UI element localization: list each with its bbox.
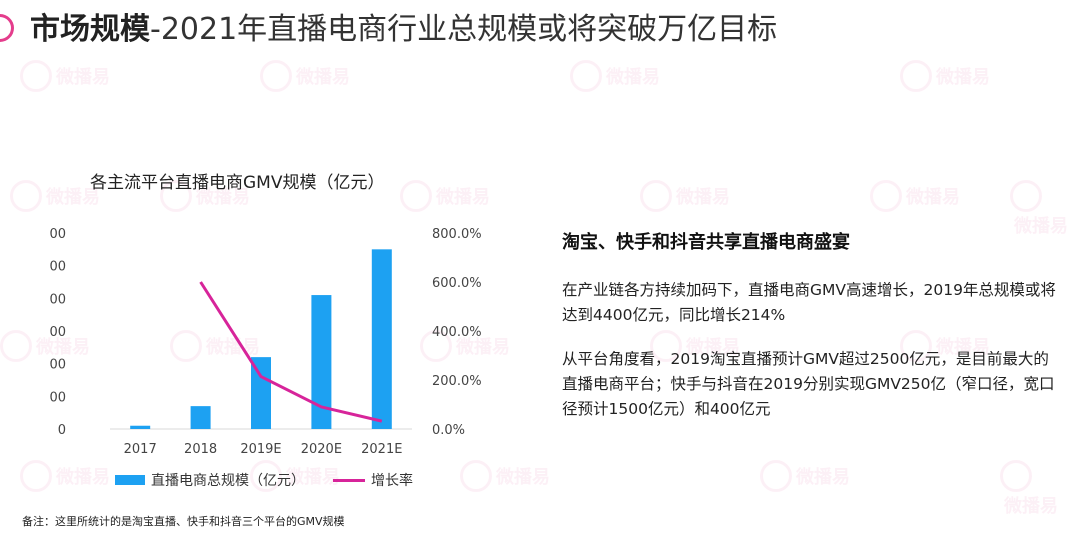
combo-chart: 0 2000 4000 6000 8000 10000 12000 0.0% 200.0% 400… <box>50 227 482 455</box>
watermark-text: 微播易 <box>1014 216 1068 237</box>
x-tick-label: 2018 <box>184 442 217 455</box>
y-right-tick-label: 600.0% <box>432 276 482 291</box>
watermark-text: 微播易 <box>1004 496 1058 517</box>
watermark-logo: 微播易 <box>400 180 490 212</box>
watermark-logo: 微播易 <box>640 180 730 212</box>
y-left-tick-label: 8000 <box>50 292 66 307</box>
watermark-heart-icon <box>870 180 902 212</box>
watermark-text: 微播易 <box>606 67 660 88</box>
y-right-tick-label: 0.0% <box>432 423 465 438</box>
watermark-logo: 微播易 <box>570 60 660 92</box>
chart-legend: 直播电商总规模（亿元） 增长率 <box>115 470 413 490</box>
watermark-heart-icon <box>0 330 32 362</box>
watermark-logo: 微播易 <box>260 60 350 92</box>
growth-rate-line <box>199 281 383 423</box>
title-bold: 市场规模 <box>30 12 150 47</box>
y-left-tick-label: 10000 <box>50 260 66 275</box>
watermark-heart-icon <box>900 60 932 92</box>
title-rest: -2021年直播电商行业总规模或将突破万亿目标 <box>150 12 778 47</box>
accent-arc <box>0 8 20 48</box>
watermark-text: 微播易 <box>436 187 490 208</box>
watermark-logo: 微播易 <box>870 180 960 212</box>
watermark-text: 微播易 <box>496 467 550 488</box>
chart-title: 各主流平台直播电商GMV规模（亿元） <box>90 173 385 193</box>
watermark-logo: 微播易 <box>1000 460 1080 518</box>
watermark-logo: 微播易 <box>760 460 850 492</box>
bar-2021E <box>371 249 392 429</box>
watermark-heart-icon <box>400 180 432 212</box>
panel-paragraph-1: 在产业链各方持续加码下，直播电商GMV高速增长，2019年总规模或将达到4400… <box>562 281 1056 324</box>
watermark-heart-icon <box>760 460 792 492</box>
panel-paragraph-2: 从平台角度看，2019淘宝直播预计GMV超过2500亿元，是目前最大的直播电商平… <box>562 350 1055 418</box>
y-left-tick-label: 2000 <box>50 390 66 405</box>
watermark-heart-icon <box>570 60 602 92</box>
watermark-heart-icon <box>1000 460 1032 492</box>
watermark-heart-icon <box>260 60 292 92</box>
watermark-heart-icon <box>460 460 492 492</box>
watermark-text: 微播易 <box>676 187 730 208</box>
legend-line-swatch <box>333 478 365 482</box>
footnote: 备注：这里所统计的是淘宝直播、快手和抖音三个平台的GMV规模 <box>22 515 345 528</box>
watermark-text: 微播易 <box>296 67 350 88</box>
x-tick-label: 2021E <box>361 442 402 455</box>
bar-2018 <box>190 406 211 429</box>
watermark-text: 微播易 <box>906 187 960 208</box>
y-left-tick-label: 12000 <box>50 227 66 242</box>
y-right-tick-label: 400.0% <box>432 325 482 340</box>
watermark-logo: 微播易 <box>1010 180 1080 238</box>
y-right-tick-label: 800.0% <box>432 227 482 242</box>
watermark-text: 微播易 <box>796 467 850 488</box>
y-left-tick-label: 4000 <box>50 358 66 373</box>
watermark-heart-icon <box>10 180 42 212</box>
x-tick-label: 2020E <box>301 442 342 455</box>
watermark-text: 微播易 <box>936 67 990 88</box>
watermark-text: 微播易 <box>56 467 110 488</box>
x-tick-label: 2017 <box>124 442 157 455</box>
watermark-logo: 微播易 <box>20 460 110 492</box>
legend-bar-swatch <box>115 475 145 485</box>
y-left-tick-label: 6000 <box>50 325 66 340</box>
y-left-tick-label: 0 <box>58 423 66 438</box>
bar-2019E <box>251 357 271 429</box>
watermark-heart-icon <box>1010 180 1042 212</box>
watermark-logo: 微播易 <box>900 60 990 92</box>
panel-heading: 淘宝、快手和抖音共享直播电商盛宴 <box>562 232 850 253</box>
watermark-heart-icon <box>20 60 52 92</box>
legend-line-label: 增长率 <box>371 473 413 489</box>
legend-bar-label: 直播电商总规模（亿元） <box>151 473 305 489</box>
bar-2017 <box>130 425 151 429</box>
page-title: 市场规模-2021年直播电商行业总规模或将突破万亿目标 <box>30 10 777 50</box>
watermark-heart-icon <box>640 180 672 212</box>
watermark-logo: 微播易 <box>460 460 550 492</box>
x-tick-label: 2019E <box>240 442 281 455</box>
y-right-tick-label: 200.0% <box>432 374 482 389</box>
watermark-logo: 微播易 <box>10 180 100 212</box>
watermark-text: 微播易 <box>56 67 110 88</box>
watermark-logo: 微播易 <box>20 60 110 92</box>
watermark-heart-icon <box>20 460 52 492</box>
bar-2020E <box>311 295 332 429</box>
